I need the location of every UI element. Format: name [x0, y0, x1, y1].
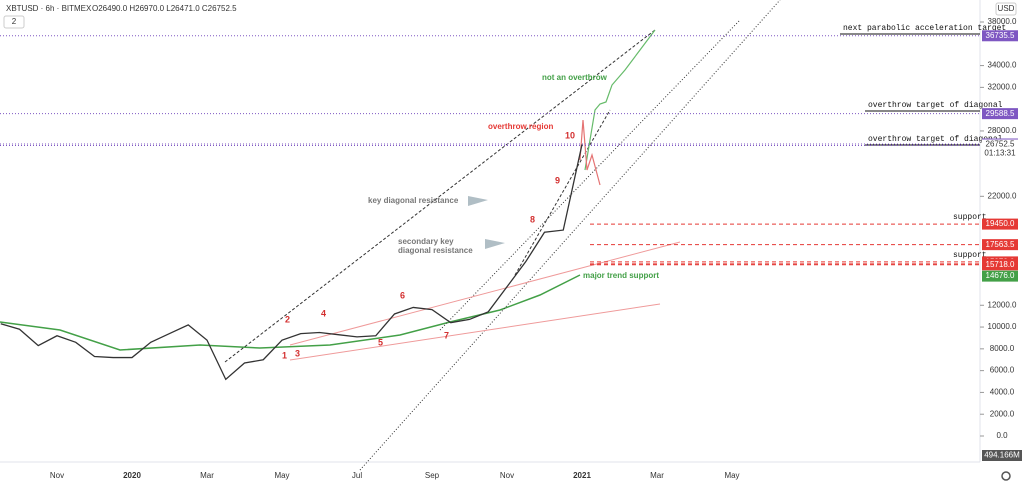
trendline [289, 241, 681, 346]
projection [584, 29, 656, 171]
price-tag-label: 15718.0 [986, 260, 1015, 269]
y-tick-label: 34000.0 [988, 61, 1017, 70]
last-price-tag [982, 139, 1018, 160]
wave-label: 8 [530, 214, 535, 224]
price-tag-label: 14676.0 [986, 271, 1015, 280]
x-tick-label: Nov [500, 471, 514, 480]
annotation: support [953, 213, 987, 222]
y-tick-label: 4000.0 [990, 388, 1015, 397]
x-tick-label: Nov [50, 471, 64, 480]
y-tick-label: 12000.0 [988, 300, 1017, 309]
annotation: overthrow target of diagonal [868, 101, 1003, 110]
x-tick-label: Mar [650, 471, 664, 480]
wave-label: 7 [444, 330, 449, 340]
price-tag [982, 218, 1018, 230]
arrow [485, 239, 505, 249]
price-tag [982, 270, 1018, 282]
price-tag [982, 108, 1018, 120]
wave-label: 6 [400, 290, 405, 300]
x-tick-label: May [274, 471, 289, 480]
wave-label: 10 [565, 130, 575, 140]
wave-label: 1 [282, 350, 287, 360]
price-tag [982, 259, 1018, 271]
wave-label: 2 [285, 314, 290, 324]
annotation: next parabolic acceleration target [843, 24, 1006, 33]
annotation: diagonal resistance [398, 246, 473, 255]
countdown: 01:13:31 [984, 149, 1016, 158]
wave-label: 9 [555, 175, 560, 185]
y-tick-label: 2000.0 [990, 409, 1015, 418]
projection [579, 119, 601, 186]
last-price: 26752.5 [986, 140, 1015, 149]
trendline [359, 0, 781, 471]
y-tick-label: 38000.0 [988, 17, 1017, 26]
price-tag-label: 19450.0 [986, 219, 1015, 228]
trendline [514, 109, 611, 276]
x-tick-label: 2020 [123, 471, 141, 480]
trendline [289, 303, 661, 361]
settings-icon[interactable] [1001, 471, 1011, 481]
price-tag [982, 30, 1018, 42]
wave-label: 4 [321, 308, 326, 318]
annotation: key diagonal resistance [368, 196, 459, 205]
annotation: overthrow target of diagonal [868, 135, 1003, 144]
annotation: overthrow region [488, 122, 553, 131]
annotation: not an overthrow [542, 73, 608, 82]
y-tick-label: 22000.0 [988, 191, 1017, 200]
moving-average [0, 274, 581, 351]
x-tick-label: Jul [352, 471, 362, 480]
price-tag-label: 36735.5 [986, 31, 1015, 40]
y-tick-label: 0.0 [996, 431, 1008, 440]
arrow [468, 196, 488, 206]
price-line [0, 144, 583, 381]
y-tick-label: 10000.0 [988, 322, 1017, 331]
volume-tag [982, 450, 1022, 461]
wave-label: 3 [295, 348, 300, 358]
y-tick-label: 6000.0 [990, 366, 1015, 375]
volume-label: 494.166M [984, 451, 1020, 460]
x-tick-label: Mar [200, 471, 214, 480]
price-tag-label: 29588.5 [986, 109, 1015, 118]
y-tick-label: 8000.0 [990, 344, 1015, 353]
y-tick-label: 28000.0 [988, 126, 1017, 135]
symbol: XBTUSD · 6h · BITMEX [6, 4, 92, 13]
indicator-toggle[interactable] [3, 15, 25, 29]
currency: USD [998, 4, 1015, 13]
currency-box[interactable] [995, 2, 1017, 16]
x-tick-label: May [724, 471, 739, 480]
trendline [224, 29, 656, 363]
indicator-count: 2 [12, 17, 17, 26]
x-tick-label: Sep [425, 471, 440, 480]
annotation: support [953, 251, 987, 260]
y-tick-label: 32000.0 [988, 82, 1017, 91]
price-tag [982, 239, 1018, 251]
annotation: secondary key [398, 237, 454, 246]
x-tick-label: 2021 [573, 471, 591, 480]
price-tag-label: 17563.5 [986, 240, 1015, 249]
ohlc: O26490.0 H26970.0 L26471.0 C26752.5 [92, 4, 237, 13]
wave-label: 5 [378, 337, 383, 347]
annotation: major trend support [583, 271, 659, 280]
